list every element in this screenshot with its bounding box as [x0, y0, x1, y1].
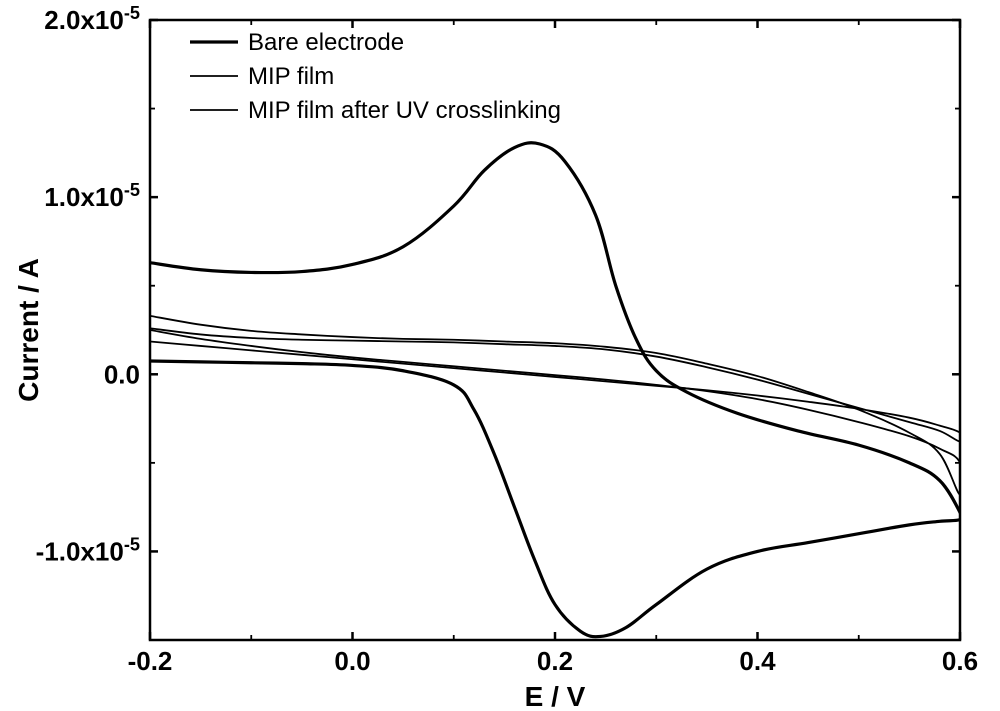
y-tick-label: 1.0x10-5	[44, 180, 140, 212]
x-tick-label: 0.2	[537, 646, 573, 676]
y-tick-label: 2.0x10-5	[44, 3, 140, 35]
x-tick-label: 0.0	[334, 646, 370, 676]
x-tick-label: 0.6	[942, 646, 978, 676]
y-tick-label: 0.0	[104, 359, 140, 389]
x-tick-label: -0.2	[128, 646, 173, 676]
series-mip-film-after-uv-crosslinking	[150, 328, 963, 441]
x-axis-label: E / V	[525, 681, 586, 711]
legend-label: MIP film after UV crosslinking	[248, 97, 561, 124]
chart-svg: -0.2 0.0 0.2 0.4 0.6 -1.0x10-5 0.0 1.0x10-5 2.0x…	[0, 0, 1000, 711]
series-bare-electrode	[150, 143, 963, 637]
legend-label: Bare electrode	[248, 29, 404, 56]
y-tick-label: -1.0x10-5	[36, 534, 140, 566]
y-axis-label: Current / A	[13, 258, 44, 402]
cv-chart: -0.2 0.0 0.2 0.4 0.6 -1.0x10-5 0.0 1.0x10-5 2.0x…	[0, 0, 1000, 711]
legend-label: MIP film	[248, 63, 334, 90]
x-tick-label: 0.4	[739, 646, 776, 676]
